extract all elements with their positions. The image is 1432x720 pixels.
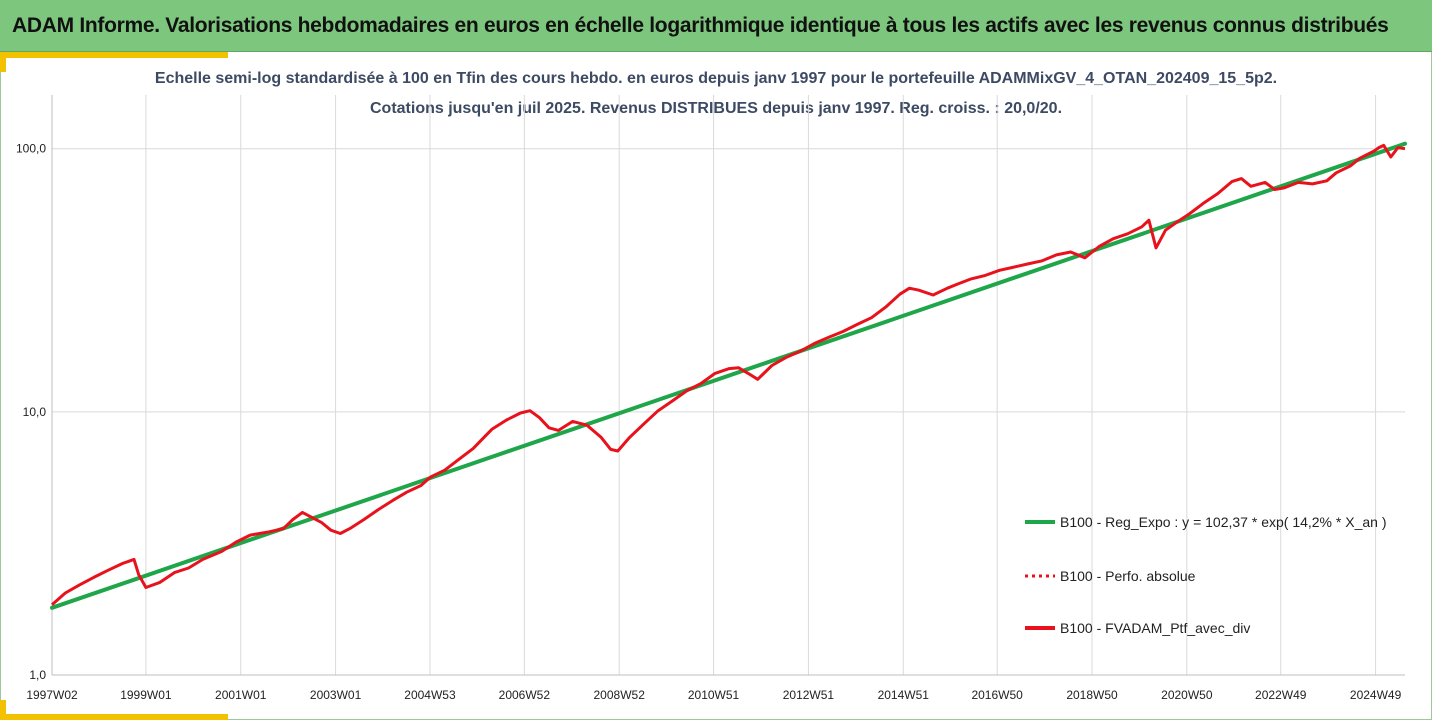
x-tick-label: 2010W51	[688, 688, 740, 702]
page-title: ADAM Informe. Valorisations hebdomadaire…	[12, 13, 1389, 37]
legend-perfo-absolue-label: B100 - Perfo. absolue	[1060, 568, 1196, 584]
x-tick-label: 2012W51	[783, 688, 835, 702]
x-tick-label: 1999W01	[120, 688, 172, 702]
x-tick-label: 2008W52	[594, 688, 646, 702]
x-tick-label: 1997W02	[26, 688, 78, 702]
x-tick-label: 2003W01	[310, 688, 362, 702]
x-tick-label: 2001W01	[215, 688, 267, 702]
x-tick-label: 2004W53	[404, 688, 456, 702]
x-tick-label: 2018W50	[1066, 688, 1118, 702]
legend-regression-label: B100 - Reg_Expo : y = 102,37 * exp( 14,2…	[1060, 514, 1386, 530]
y-tick-label: 100,0	[16, 142, 46, 156]
accent-bar-bottom	[0, 714, 228, 720]
series-line-portfolio	[51, 143, 1406, 606]
y-tick-label: 10,0	[23, 405, 47, 419]
x-tick-label: 2020W50	[1161, 688, 1213, 702]
x-tick-label: 2016W50	[971, 688, 1023, 702]
x-tick-label: 2022W49	[1255, 688, 1307, 702]
series-line-regression	[50, 141, 1407, 610]
accent-bar-top	[0, 52, 228, 58]
legend-portfolio-label: B100 - FVADAM_Ptf_avec_div	[1060, 620, 1250, 636]
chart-subtitle-line-2: Cotations jusqu'en juil 2025. Revenus DI…	[369, 100, 1063, 117]
y-tick-label: 1,0	[29, 668, 46, 682]
x-tick-label: 2014W51	[878, 688, 930, 702]
accent-bar-left	[0, 52, 6, 72]
chart-subtitle-line-1: Echelle semi-log standardisée à 100 en T…	[154, 70, 1278, 87]
x-tick-label: 2024W49	[1350, 688, 1402, 702]
header-banner: ADAM Informe. Valorisations hebdomadaire…	[0, 0, 1432, 52]
accent-bar-bottom-left	[0, 700, 6, 720]
x-tick-label: 2006W52	[499, 688, 551, 702]
